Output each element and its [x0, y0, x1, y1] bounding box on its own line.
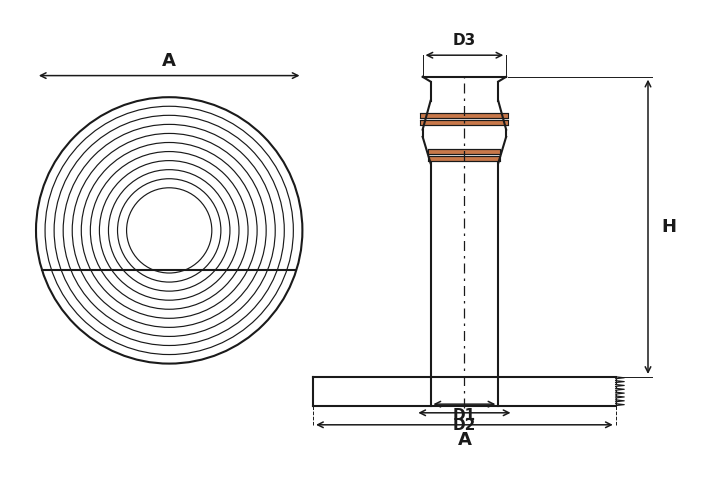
Text: D1: D1	[453, 408, 476, 423]
FancyBboxPatch shape	[420, 113, 508, 118]
Text: D2: D2	[453, 418, 476, 432]
Text: D3: D3	[453, 34, 476, 48]
Text: H: H	[661, 218, 676, 236]
FancyBboxPatch shape	[428, 149, 500, 154]
Text: A: A	[162, 52, 176, 70]
FancyBboxPatch shape	[428, 156, 500, 161]
Text: A: A	[457, 431, 472, 448]
FancyBboxPatch shape	[420, 120, 508, 125]
